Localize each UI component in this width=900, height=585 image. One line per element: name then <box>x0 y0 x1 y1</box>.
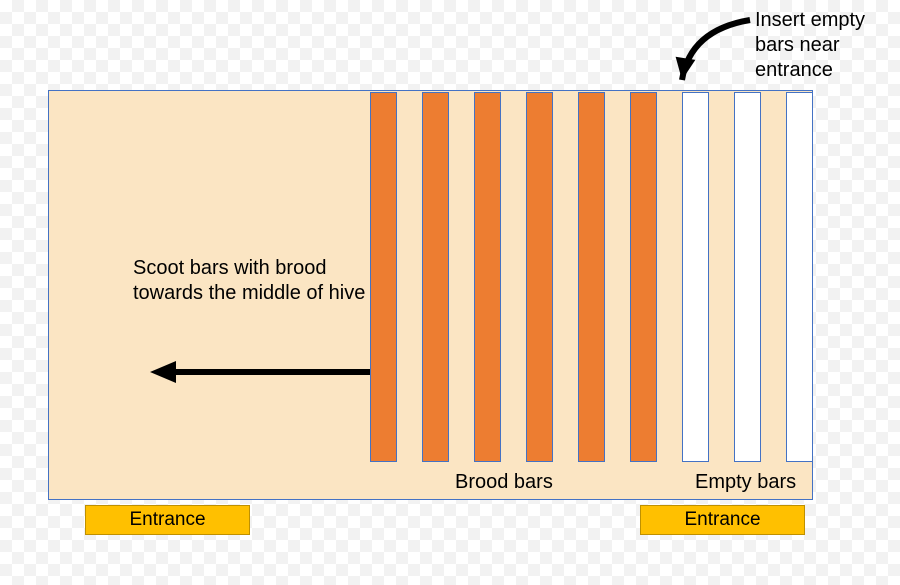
brood-bar <box>370 92 397 462</box>
empty-bar <box>786 92 813 462</box>
brood-bar <box>526 92 553 462</box>
empty-bar <box>734 92 761 462</box>
brood-bar <box>578 92 605 462</box>
brood-bar <box>422 92 449 462</box>
empty-bar <box>682 92 709 462</box>
insert-arrow-icon <box>0 0 900 585</box>
brood-bar <box>630 92 657 462</box>
brood-bar <box>474 92 501 462</box>
